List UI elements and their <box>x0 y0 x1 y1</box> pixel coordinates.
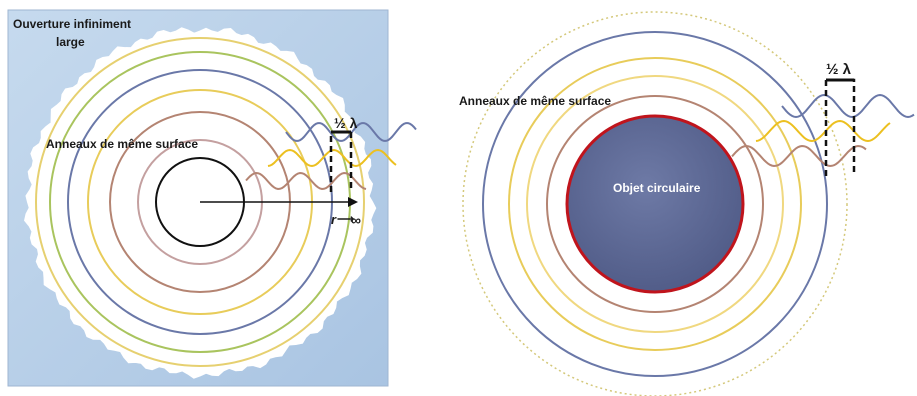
r-label: r <box>331 212 337 227</box>
rings-label-right: Anneaux de même surface <box>459 94 611 108</box>
radius-arrowhead <box>348 197 358 207</box>
left-panel: Ouverture infiniment large Anneaux de mê… <box>7 9 417 387</box>
rings-label-left: Anneaux de même surface <box>46 137 198 151</box>
ring-brown-right <box>546 95 764 313</box>
ring-blue-right <box>482 31 828 377</box>
ring-yellow-right-inner <box>526 75 784 333</box>
wave-brown <box>245 171 367 191</box>
r-arrow-glyph: ⟶ <box>337 212 354 226</box>
infinity-label: ∞ <box>351 212 361 228</box>
object-label: Objet circulaire <box>613 181 701 195</box>
outer-dotted-ring <box>462 11 848 396</box>
half-lambda-label-left: ½ λ <box>334 115 358 131</box>
aperture-title-line1: Ouverture infiniment <box>13 17 131 31</box>
wave-yellow-right <box>755 119 891 143</box>
aperture-title-line2: large <box>56 35 85 49</box>
circular-object <box>565 114 745 294</box>
aperture-opening <box>24 27 377 379</box>
half-lambda-label-right: ½ λ <box>826 61 852 78</box>
wave-brown-right <box>731 144 867 168</box>
right-panel: Anneaux de même surface ½ λ Objet circul… <box>459 11 915 396</box>
wave-blue-right <box>781 93 915 119</box>
ring-yellow-outer <box>35 37 365 367</box>
ring-yellow-right-outer <box>508 57 802 351</box>
